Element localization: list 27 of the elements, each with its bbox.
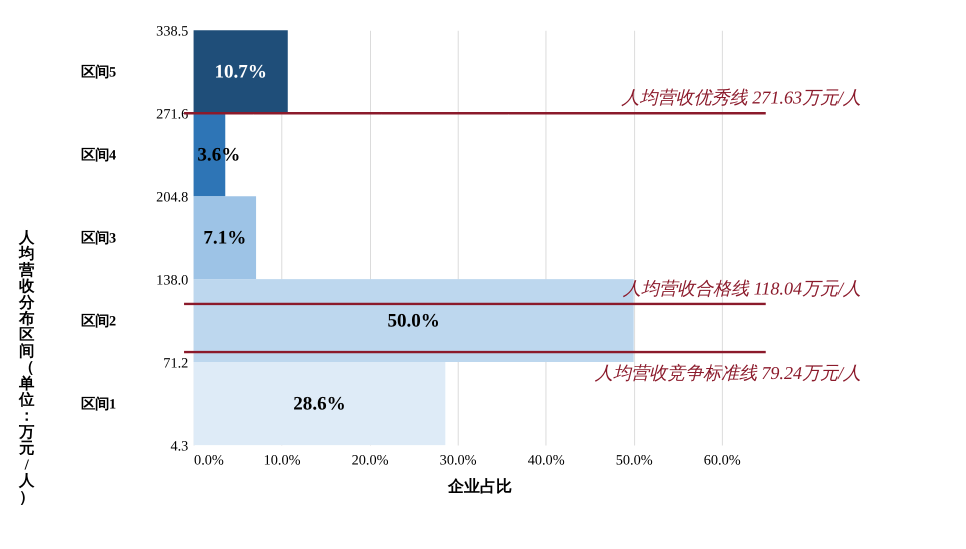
y-tick-label: 271.6 (156, 106, 188, 123)
category-label: 区间4 (81, 148, 116, 164)
y-tick-label: 204.8 (156, 189, 188, 206)
ref-line-label: 人均营收合格线 118.04万元/人 (622, 278, 862, 298)
x-tick-label: 20.0% (352, 452, 389, 469)
text: 人均营收分布区间（单位：万元/人） (19, 229, 34, 506)
data-label: 7.1% (203, 227, 246, 248)
x-tick-label: 60.0% (704, 452, 741, 469)
ref-line-label: 人均营收竞争标准线 79.24万元/人 (594, 362, 862, 383)
y-tick-label: 338.5 (156, 23, 188, 40)
x-tick-label: 10.0% (264, 452, 301, 469)
x-tick-label: 30.0% (440, 452, 477, 469)
category-label: 区间5 (81, 64, 116, 81)
ref-line-label: 人均营收优秀线 271.63万元/人 (620, 88, 862, 108)
category-label: 区间3 (81, 230, 116, 246)
y-tick-label: 138.0 (156, 272, 188, 288)
category-label: 区间2 (81, 313, 116, 330)
x-axis-title: 企业占比 (447, 477, 512, 496)
y-tick-label: 4.3 (170, 438, 188, 454)
y-tick-label: 71.2 (163, 355, 188, 372)
x-tick-label: 0.0% (194, 452, 224, 469)
data-label: 10.7% (214, 61, 267, 82)
x-tick-label: 40.0% (528, 452, 565, 469)
data-label: 28.6% (293, 393, 346, 414)
data-label: 50.0% (387, 310, 440, 332)
category-label: 区间1 (81, 396, 116, 412)
x-tick-label: 50.0% (616, 452, 653, 469)
